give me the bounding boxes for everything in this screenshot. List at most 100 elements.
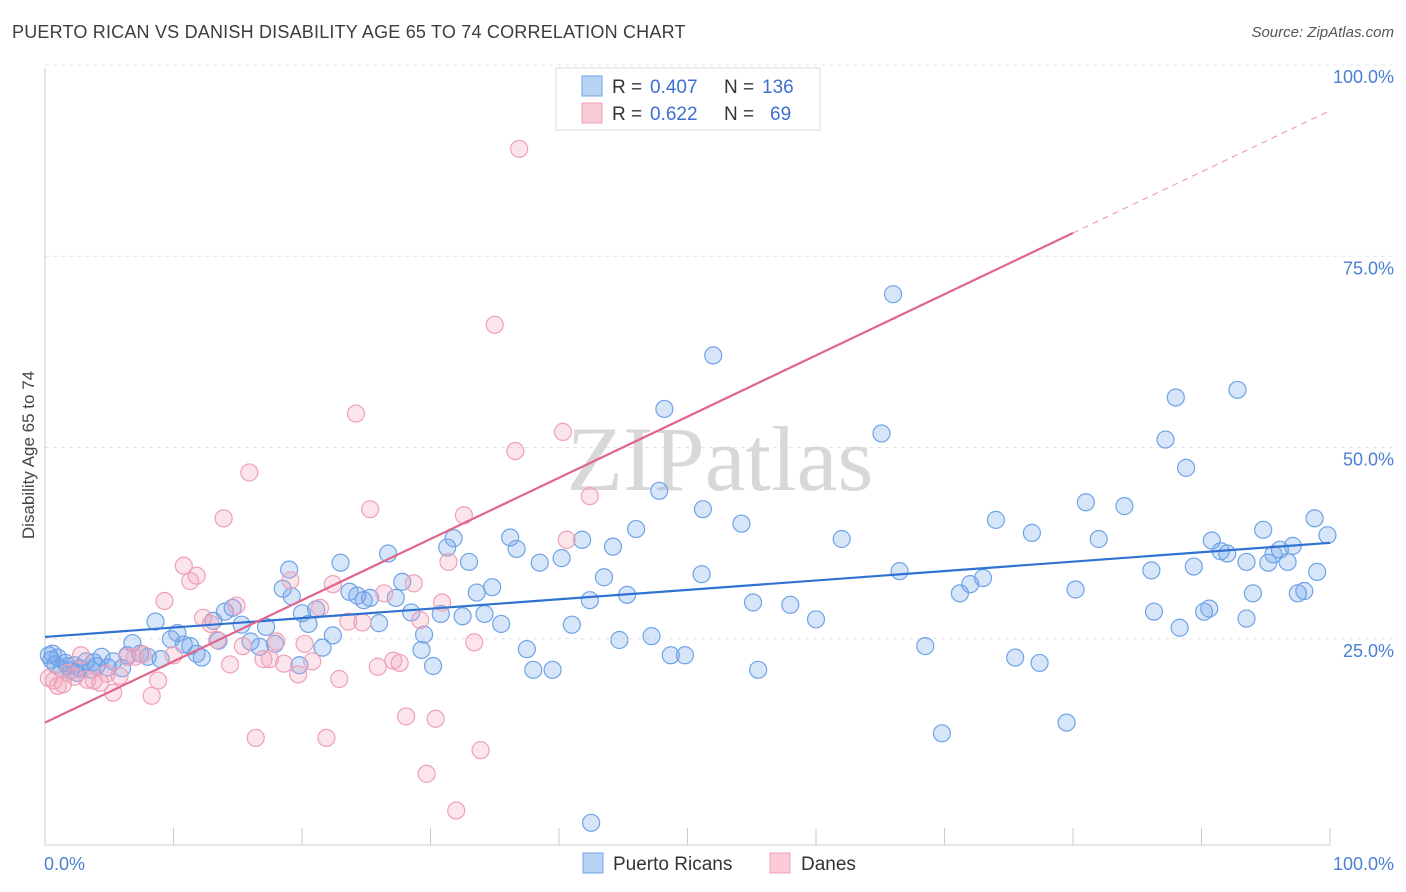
puerto-ricans-point-112: [1115, 497, 1134, 516]
puerto-ricans-point-118: [1176, 458, 1196, 477]
puerto-ricans-point-90: [732, 514, 751, 533]
puerto-ricans-point-82: [642, 627, 661, 646]
danes-point-63: [485, 315, 504, 334]
danes-point-30: [240, 463, 259, 482]
trend-line-puerto-ricans: [44, 541, 1331, 639]
puerto-ricans-point-131: [1264, 545, 1283, 564]
puerto-ricans-point-103: [973, 568, 993, 588]
danes-point-41: [317, 728, 336, 748]
legend-n-value-pr: 136: [762, 77, 794, 98]
puerto-ricans-point-124: [1218, 544, 1237, 563]
puerto-ricans-point-79: [610, 630, 629, 650]
bottom-swatch-danes: [769, 852, 791, 874]
danes-point-56: [426, 709, 445, 728]
trend-line-danes: [44, 232, 1074, 724]
puerto-ricans-point-129: [1254, 520, 1273, 539]
legend-r-label-da: R =: [612, 104, 642, 125]
danes-point-55: [417, 764, 436, 783]
danes-point-15: [133, 645, 152, 664]
danes-point-64: [506, 441, 525, 461]
danes-point-18: [155, 591, 174, 611]
danes-point-9: [91, 673, 110, 692]
danes-point-53: [404, 574, 423, 593]
puerto-ricans-point-137: [1305, 509, 1324, 528]
puerto-ricans-point-94: [806, 610, 826, 629]
danes-point-58: [439, 552, 458, 572]
axes: [44, 68, 1331, 846]
puerto-ricans-point-63: [467, 583, 486, 602]
puerto-ricans-point-96: [872, 424, 891, 443]
danes-point-13: [118, 647, 137, 666]
puerto-ricans-point-109: [1066, 580, 1085, 599]
puerto-ricans-point-100: [932, 724, 952, 743]
puerto-ricans-point-68: [507, 539, 526, 559]
danes-point-17: [148, 671, 168, 690]
danes-point-27: [220, 655, 240, 674]
puerto-ricans-point-60: [444, 529, 463, 548]
danes-point-43: [330, 669, 349, 689]
puerto-ricans-point-138: [1308, 562, 1327, 581]
danes-point-16: [142, 686, 161, 705]
puerto-ricans-point-76: [580, 591, 599, 610]
legend-r-value-da: 0.622: [650, 104, 698, 125]
puerto-ricans-point-101: [950, 584, 970, 603]
danes-point-40: [310, 598, 330, 617]
puerto-ricans-point-65: [483, 578, 502, 597]
puerto-ricans-point-58: [431, 604, 450, 624]
puerto-ricans-point-107: [1030, 653, 1049, 673]
puerto-ricans-point-114: [1144, 602, 1164, 621]
danes-point-38: [295, 634, 314, 653]
puerto-ricans-point-106: [1022, 523, 1041, 542]
puerto-ricans-point-140: [582, 813, 601, 832]
puerto-ricans-point-61: [453, 607, 472, 626]
puerto-ricans-point-67: [501, 528, 520, 547]
puerto-ricans-point-115: [1156, 430, 1175, 449]
danes-point-48: [368, 657, 387, 676]
puerto-ricans-point-133: [1278, 552, 1297, 572]
legend-n-label-pr: N =: [724, 77, 754, 98]
puerto-ricans-point-41: [299, 614, 318, 634]
puerto-ricans-point-98: [890, 562, 909, 581]
puerto-ricans-point-52: [386, 588, 405, 608]
puerto-ricans-point-95: [832, 529, 851, 549]
puerto-ricans-point-78: [603, 537, 623, 556]
puerto-ricans-point-64: [475, 604, 494, 624]
y-tick-label-1: 50.0%: [1343, 450, 1394, 470]
danes-point-59: [447, 801, 466, 820]
y-tick-label-0: 25.0%: [1343, 641, 1394, 661]
puerto-ricans-point-56: [414, 625, 434, 644]
puerto-ricans-point-84: [655, 399, 674, 419]
puerto-ricans-point-141: [43, 644, 62, 663]
bottom-legend-danes: Danes: [801, 854, 856, 875]
puerto-ricans-point-88: [693, 500, 713, 519]
puerto-ricans-point-136: [1295, 581, 1314, 601]
puerto-ricans-point-105: [1006, 648, 1025, 667]
puerto-ricans-point-44: [323, 626, 342, 645]
puerto-ricans-point-70: [524, 660, 543, 679]
puerto-ricans-point-92: [749, 660, 768, 679]
trend-lines: [44, 110, 1331, 724]
puerto-ricans-point-97: [883, 285, 903, 304]
danes-point-28: [227, 596, 246, 615]
puerto-ricans-point-110: [1076, 493, 1095, 512]
puerto-ricans-point-72: [543, 660, 562, 679]
danes-point-45: [346, 404, 366, 423]
puerto-ricans-point-113: [1142, 561, 1161, 580]
trend-line-danes-extension: [1072, 110, 1331, 234]
danes-point-61: [465, 633, 484, 652]
puerto-ricans-point-142: [59, 656, 78, 676]
y-tick-label-3: 100.0%: [1333, 67, 1394, 87]
danes-point-6: [71, 646, 91, 665]
legend-n-label-da: N =: [724, 104, 754, 125]
y-tick-label-2: 75.0%: [1343, 258, 1394, 278]
puerto-ricans-point-45: [331, 553, 350, 572]
danes-point-39: [303, 652, 322, 671]
puerto-ricans-point-23: [168, 623, 187, 643]
puerto-ricans-point-43: [313, 638, 332, 657]
puerto-ricans-point-121: [1200, 599, 1219, 618]
puerto-ricans-point-125: [1228, 380, 1247, 399]
puerto-ricans-point-74: [562, 615, 581, 634]
puerto-ricans-point-128: [1243, 584, 1263, 603]
stats-legend: R = 0.407 N = 136 R = 0.622 N = 69: [555, 67, 821, 131]
danes-point-66: [553, 422, 572, 441]
